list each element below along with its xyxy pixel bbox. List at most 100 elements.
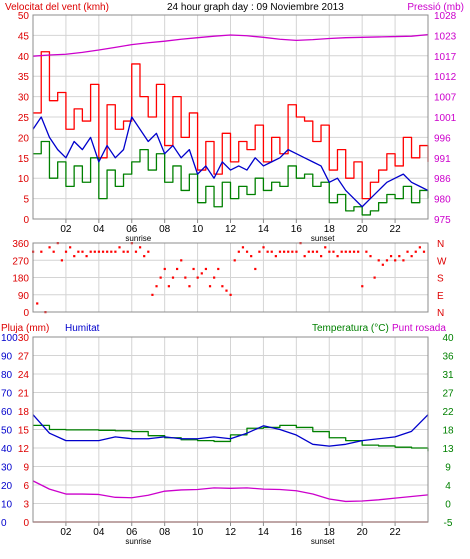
direction-point-92 [410,255,413,258]
direction-point-46 [221,285,224,288]
climate-xtick-label-22: 22 [390,527,402,538]
wind-xtick-label-10: 10 [192,224,204,235]
direction-ytick-0: 0 [23,308,29,319]
compass-label-2: S [437,274,444,285]
direction-point-14 [89,250,92,253]
direction-point-74 [336,255,339,258]
climate-xtick-label-08: 08 [159,527,171,538]
direction-point-67 [307,250,310,253]
wind-xtick-label-22: 22 [390,224,402,235]
direction-point-87 [389,255,393,258]
climate-xtick-label-04: 04 [93,527,105,538]
wind-xtick-label-08: 08 [159,224,171,235]
direction-point-36 [180,259,183,262]
direction-point-70 [320,255,323,258]
rain-ytick-9: 9 [23,463,29,474]
pressure-ytick-991: 991 [434,154,451,165]
direction-point-82 [369,255,372,258]
direction-point-69 [315,250,319,253]
wind-xtick-label-18: 18 [324,224,336,235]
climate-xtick-label-12: 12 [225,527,237,538]
wind-xtick-label-20: 20 [357,224,369,235]
direction-point-9 [69,246,72,249]
pressure-line [32,33,429,57]
compass-label-4: N [437,239,444,250]
wind-ytick-30: 30 [18,93,30,104]
direction-point-72 [328,250,331,253]
compass-label-0: N [437,308,444,319]
climate-xtick-label-20: 20 [357,527,369,538]
direction-point-37 [184,276,187,279]
pressure-ytick-996: 996 [434,133,451,144]
direction-point-53 [250,255,253,258]
wind-ytick-15: 15 [18,154,30,165]
direction-point-73 [332,250,335,253]
direction-point-57 [266,250,269,253]
direction-point-27 [143,255,146,258]
direction-point-8 [64,250,68,253]
direction-point-81 [365,250,368,253]
direction-point-95 [422,250,426,253]
wind-ytick-45: 45 [18,31,30,42]
direction-point-49 [233,259,236,262]
direction-point-58 [270,250,273,253]
humidity-ytick-0: 0 [1,518,7,529]
direction-point-71 [324,246,327,249]
direction-ytick-360: 360 [12,239,29,250]
rain-axis-title: Pluja (mm) [1,323,49,334]
direction-point-19 [110,250,113,253]
direction-point-26 [138,246,142,249]
direction-point-77 [348,250,352,253]
humidity-ytick-80: 80 [1,370,13,381]
wind-ytick-0: 0 [23,215,29,226]
direction-point-32 [163,267,166,271]
direction-point-7 [60,259,64,262]
direction-point-38 [188,285,191,288]
wind-marker-sunrise: sunrise [125,234,151,243]
wind-ytick-25: 25 [18,113,30,124]
direction-point-90 [402,259,405,262]
direction-point-80 [361,285,364,288]
rain-ytick-6: 6 [23,481,29,492]
compass-label-1: E [437,291,444,302]
direction-point-68 [311,250,314,253]
temperature-ytick-13: 13 [442,444,454,455]
direction-point-30 [155,285,158,288]
direction-point-13 [85,255,88,258]
direction-point-23 [126,250,129,253]
direction-point-84 [377,259,380,262]
pressure-ytick-1028: 1028 [434,11,457,22]
rain-ytick-15: 15 [18,426,30,437]
pressure-ytick-1012: 1012 [434,72,457,83]
temperature-ytick-36: 36 [442,352,454,363]
pressure-ytick-975: 975 [434,215,451,226]
direction-ytick-270: 270 [12,256,29,267]
direction-point-89 [398,255,401,258]
rain-ytick-0: 0 [23,518,29,529]
climate-xtick-label-16: 16 [291,527,303,538]
direction-point-78 [352,250,356,253]
temperature-ytick-0: 0 [445,500,451,511]
direction-point-94 [418,246,421,249]
humidity-ytick-40: 40 [1,444,13,455]
wind-xtick-label-02: 02 [60,224,72,235]
dew-point-line [32,480,429,503]
climate-xtick-label-06: 06 [126,527,138,538]
temperature-ytick-27: 27 [442,389,454,400]
direction-point-42 [204,267,208,271]
direction-point-22 [122,250,125,253]
pressure-ytick-1017: 1017 [434,52,457,63]
direction-point-1 [36,302,39,305]
direction-point-61 [282,250,286,253]
temperature-axis-title: Temperatura (°C) [312,323,389,334]
climate-marker-sunset: sunset [311,537,335,546]
direction-plot-frame [32,242,429,313]
direction-point-76 [344,250,347,253]
direction-point-59 [274,255,277,258]
humidity-ytick-90: 90 [1,352,13,363]
direction-point-54 [254,267,257,271]
direction-point-43 [208,285,212,288]
direction-point-91 [406,250,409,253]
